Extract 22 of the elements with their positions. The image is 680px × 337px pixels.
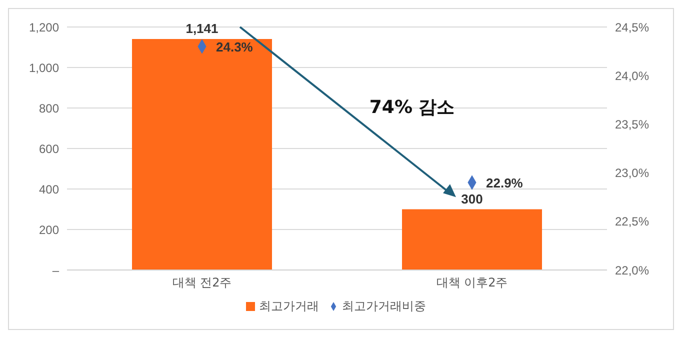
y2-tick-label: 23,0% [615, 166, 650, 180]
annotation: 74% 감소 [369, 96, 455, 120]
y-tick-label: 1,200 [28, 20, 60, 34]
data-label: 24.3% [216, 39, 254, 54]
y-tick-label: 1,000 [28, 60, 60, 75]
legend-label: 최고가거래비중 [342, 299, 426, 313]
y2-tick-label: 24,0% [615, 68, 650, 83]
y-tick-label: 600 [38, 142, 60, 156]
y2-tick-label: 22,5% [615, 214, 650, 229]
y-tick-label: 200 [38, 222, 60, 237]
y-tick-label: 400 [38, 182, 60, 196]
y2-tick-label: 23,5% [615, 117, 650, 132]
legend-label: 최고가거래 [259, 299, 319, 313]
y2-tick-label: 22,0% [615, 263, 650, 278]
y-tick-label: – [52, 263, 60, 278]
x-tick-label: 대책 이후2주 [436, 276, 508, 290]
data-label: 22.9% [486, 176, 524, 191]
y-tick-label: 800 [38, 101, 60, 116]
x-tick-label: 대책 전2주 [172, 276, 232, 290]
data-label: 1,141 [186, 20, 218, 36]
data-label: 300 [461, 191, 483, 206]
y2-tick-label: 24,5% [615, 20, 650, 34]
